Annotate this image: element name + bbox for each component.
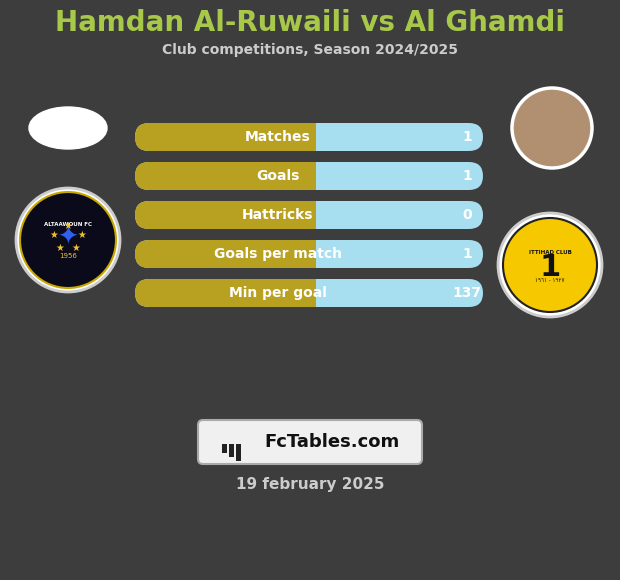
Bar <box>302 279 316 307</box>
FancyBboxPatch shape <box>135 201 483 229</box>
FancyBboxPatch shape <box>135 162 316 190</box>
Circle shape <box>498 213 602 317</box>
Text: 19 february 2025: 19 february 2025 <box>236 477 384 492</box>
Text: ★: ★ <box>78 230 86 240</box>
Text: ★: ★ <box>50 230 58 240</box>
Text: ITTIHAD CLUB: ITTIHAD CLUB <box>529 251 572 256</box>
FancyBboxPatch shape <box>135 123 316 151</box>
FancyBboxPatch shape <box>135 162 483 190</box>
Text: Matches: Matches <box>245 130 311 144</box>
Circle shape <box>512 88 592 168</box>
Text: ★: ★ <box>56 243 64 253</box>
Text: 137: 137 <box>453 286 482 300</box>
Text: ✦: ✦ <box>58 226 79 250</box>
FancyBboxPatch shape <box>135 123 483 151</box>
Circle shape <box>20 192 116 288</box>
Text: ١٩٦١ - ١٩٢٧: ١٩٦١ - ١٩٢٧ <box>535 278 565 284</box>
Text: Club competitions, Season 2024/2025: Club competitions, Season 2024/2025 <box>162 43 458 57</box>
FancyBboxPatch shape <box>135 279 483 307</box>
Circle shape <box>503 218 597 312</box>
Circle shape <box>16 188 120 292</box>
FancyBboxPatch shape <box>135 279 316 307</box>
Text: ★: ★ <box>72 243 81 253</box>
Text: 0: 0 <box>462 208 472 222</box>
Text: ★: ★ <box>64 221 73 231</box>
Text: 1: 1 <box>462 169 472 183</box>
FancyBboxPatch shape <box>135 240 483 268</box>
Bar <box>222 444 227 453</box>
Text: Goals: Goals <box>256 169 299 183</box>
Bar <box>302 201 316 229</box>
FancyBboxPatch shape <box>135 201 316 229</box>
Ellipse shape <box>29 107 107 149</box>
Text: 1: 1 <box>462 247 472 261</box>
Text: 1956: 1956 <box>59 253 77 259</box>
Text: 1: 1 <box>539 252 560 281</box>
Bar <box>229 444 234 457</box>
FancyBboxPatch shape <box>135 240 316 268</box>
Text: Min per goal: Min per goal <box>229 286 327 300</box>
Text: Hattricks: Hattricks <box>242 208 314 222</box>
Text: Hamdan Al-Ruwaili vs Al Ghamdi: Hamdan Al-Ruwaili vs Al Ghamdi <box>55 9 565 37</box>
Bar <box>236 444 241 461</box>
Text: 1: 1 <box>462 130 472 144</box>
Bar <box>302 162 316 190</box>
Text: Goals per match: Goals per match <box>214 247 342 261</box>
Text: FcTables.com: FcTables.com <box>264 433 400 451</box>
Bar <box>302 123 316 151</box>
Bar <box>302 240 316 268</box>
FancyBboxPatch shape <box>198 420 422 464</box>
Text: ALTAAWOUN FC: ALTAAWOUN FC <box>44 222 92 227</box>
